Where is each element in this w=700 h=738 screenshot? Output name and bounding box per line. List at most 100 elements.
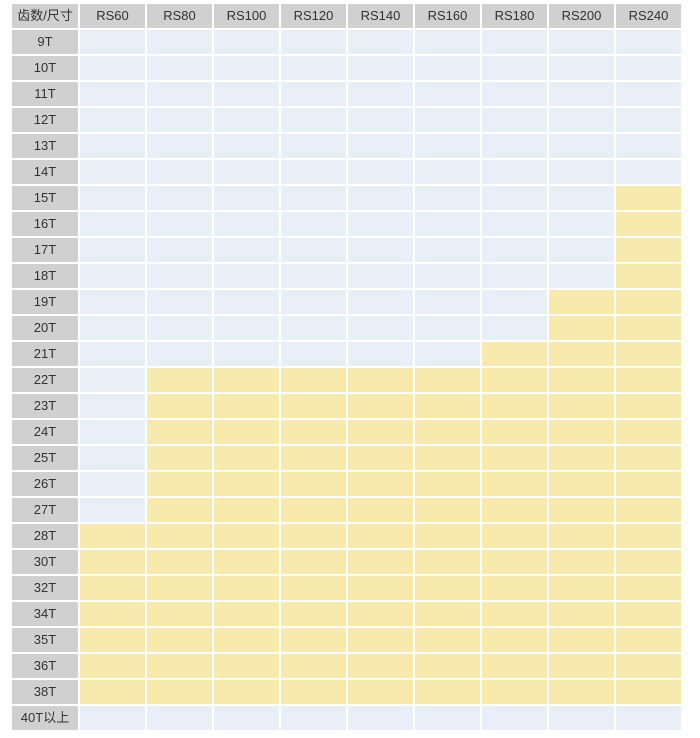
cell-32t-rs140-highlighted [348,576,413,600]
cell-25t-rs180-highlighted [482,446,547,470]
row-label-38t: 38T [12,680,78,704]
cell-18t-rs100-plain [214,264,279,288]
column-header-rs120: RS120 [281,4,346,28]
cell-28t-rs160-highlighted [415,524,480,548]
cell-11t-rs180-plain [482,82,547,106]
cell-20t-rs120-plain [281,316,346,340]
cell-27t-rs100-highlighted [214,498,279,522]
row-label-19t: 19T [12,290,78,314]
cell-25t-rs240-highlighted [616,446,681,470]
cell-14t-rs200-plain [549,160,614,184]
column-header-rs140: RS140 [348,4,413,28]
cell-17t-rs80-plain [147,238,212,262]
cell-19t-rs180-plain [482,290,547,314]
table-row-9t: 9T [12,30,681,54]
table-row-36t: 36T [12,654,681,678]
cell-13t-rs60-plain [80,134,145,158]
cell-13t-rs200-plain [549,134,614,158]
cell-15t-rs180-plain [482,186,547,210]
cell-10t-rs60-plain [80,56,145,80]
cell-23t-rs120-highlighted [281,394,346,418]
table-row-22t: 22T [12,368,681,392]
cell-32t-rs100-highlighted [214,576,279,600]
cell-16t-rs160-plain [415,212,480,236]
cell-15t-rs100-plain [214,186,279,210]
cell-20t-rs240-highlighted [616,316,681,340]
cell-34t-rs200-highlighted [549,602,614,626]
teeth-size-availability-table: 齿数/尺寸 RS60 RS80 RS100 RS120 RS140 RS160 RS180 RS… [10,2,683,732]
header-row: 齿数/尺寸 RS60 RS80 RS100 RS120 RS140 RS160 RS180 RS… [12,4,681,28]
cell-11t-rs200-plain [549,82,614,106]
cell-13t-rs180-plain [482,134,547,158]
cell-17t-rs160-plain [415,238,480,262]
row-label-10t: 10T [12,56,78,80]
cell-19t-rs80-plain [147,290,212,314]
column-header-rs100: RS100 [214,4,279,28]
table-row-15t: 15T [12,186,681,210]
cell-19t-rs200-highlighted [549,290,614,314]
row-label-9t: 9T [12,30,78,54]
cell-38t-rs180-highlighted [482,680,547,704]
cell-11t-rs120-plain [281,82,346,106]
column-header-rs160: RS160 [415,4,480,28]
cell-14t-rs100-plain [214,160,279,184]
cell-19t-rs240-highlighted [616,290,681,314]
cell-36t-rs140-highlighted [348,654,413,678]
cell-10t-rs100-plain [214,56,279,80]
cell-36t-rs160-highlighted [415,654,480,678]
table-row-10t: 10T [12,56,681,80]
cell-17t-rs60-plain [80,238,145,262]
cell-26t-rs120-highlighted [281,472,346,496]
cell-9t-rs140-plain [348,30,413,54]
table-row-27t: 27T [12,498,681,522]
cell-12t-rs160-plain [415,108,480,132]
cell-35t-rs120-highlighted [281,628,346,652]
table-row-16t: 16T [12,212,681,236]
table-row-28t: 28T [12,524,681,548]
row-label-11t: 11T [12,82,78,106]
cell-30t-rs120-highlighted [281,550,346,574]
column-header-rs80: RS80 [147,4,212,28]
cell-10t-rs120-plain [281,56,346,80]
cell-10t-rs240-plain [616,56,681,80]
cell-18t-rs120-plain [281,264,346,288]
cell-36t-rs60-highlighted [80,654,145,678]
cell-27t-rs200-highlighted [549,498,614,522]
cell-35t-rs140-highlighted [348,628,413,652]
cell-32t-rs80-highlighted [147,576,212,600]
cell-40t-rs120-plain [281,706,346,730]
table-header: 齿数/尺寸 RS60 RS80 RS100 RS120 RS140 RS160 RS180 RS… [12,4,681,28]
cell-38t-rs120-highlighted [281,680,346,704]
cell-38t-rs80-highlighted [147,680,212,704]
table-row-35t: 35T [12,628,681,652]
cell-35t-rs100-highlighted [214,628,279,652]
cell-11t-rs80-plain [147,82,212,106]
cell-11t-rs240-plain [616,82,681,106]
cell-36t-rs80-highlighted [147,654,212,678]
cell-16t-rs140-plain [348,212,413,236]
cell-23t-rs100-highlighted [214,394,279,418]
cell-14t-rs180-plain [482,160,547,184]
cell-26t-rs160-highlighted [415,472,480,496]
cell-34t-rs240-highlighted [616,602,681,626]
cell-40t-rs180-plain [482,706,547,730]
cell-25t-rs200-highlighted [549,446,614,470]
cell-21t-rs240-highlighted [616,342,681,366]
cell-15t-rs160-plain [415,186,480,210]
cell-10t-rs200-plain [549,56,614,80]
cell-27t-rs120-highlighted [281,498,346,522]
cell-27t-rs180-highlighted [482,498,547,522]
cell-38t-rs200-highlighted [549,680,614,704]
row-label-13t: 13T [12,134,78,158]
cell-28t-rs240-highlighted [616,524,681,548]
cell-32t-rs200-highlighted [549,576,614,600]
cell-27t-rs240-highlighted [616,498,681,522]
cell-22t-rs140-highlighted [348,368,413,392]
table-row-20t: 20T [12,316,681,340]
cell-22t-rs120-highlighted [281,368,346,392]
cell-36t-rs200-highlighted [549,654,614,678]
cell-36t-rs120-highlighted [281,654,346,678]
cell-34t-rs100-highlighted [214,602,279,626]
cell-21t-rs100-plain [214,342,279,366]
cell-15t-rs120-plain [281,186,346,210]
